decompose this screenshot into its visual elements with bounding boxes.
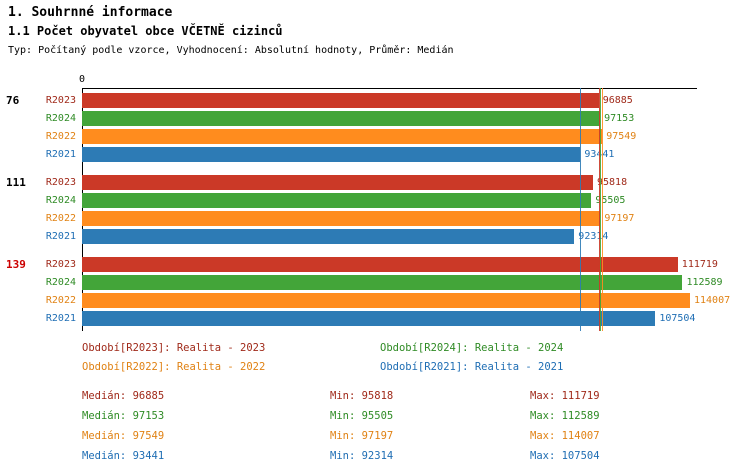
section-title: 1. Souhrnné informace — [8, 5, 173, 20]
bar-r2023 — [82, 175, 593, 190]
value-label: 112589 — [686, 277, 723, 288]
series-label: R2022 — [45, 213, 76, 224]
bar-row: R2024 112589 — [46, 275, 723, 290]
bar-r2023 — [82, 257, 678, 272]
stats-max: Max: 107504 — [530, 450, 600, 462]
bar-r2021 — [82, 229, 575, 244]
bar-r2023 — [82, 93, 599, 108]
bar-row: R2022 114007 — [46, 293, 730, 308]
stats-max: Max: 114007 — [530, 430, 600, 442]
chart-title: 1.1 Počet obyvatel obce VČETNĚ cizinců — [8, 24, 283, 38]
value-label: 111719 — [681, 259, 718, 270]
legend-item: Období[R2021]: Realita - 2021 — [380, 361, 564, 373]
stats-table: Medián: 96885 Min: 95818 Max: 111719 Medián… — [82, 390, 732, 470]
zero-axis-line — [82, 88, 83, 331]
value-label: 114007 — [694, 295, 731, 306]
series-label: R2022 — [45, 295, 76, 306]
bar-row: R2023 111719 — [46, 257, 718, 272]
axis-zero-label: 0 — [79, 74, 86, 85]
bar-r2022 — [82, 293, 690, 308]
bar-r2022 — [82, 129, 603, 144]
x-axis-line — [82, 88, 697, 89]
bar-row: R2024 97153 — [46, 111, 690, 126]
series-label: R2021 — [45, 149, 76, 160]
stats-min: Min: 97197 — [330, 430, 394, 442]
value-label: 97549 — [606, 131, 637, 142]
bar-row: R2021 92314 — [46, 229, 690, 244]
value-label: 95505 — [595, 195, 626, 206]
value-label: 95818 — [596, 177, 628, 188]
bar-chart-plot: 0 76 R2023 96885 R2024 97153 R2022 97549 R2021 9… — [6, 74, 730, 331]
series-label: R2023 — [45, 259, 76, 270]
stats-max: Max: 112589 — [530, 410, 600, 422]
legend-item: Období[R2023]: Realita - 2023 — [82, 342, 266, 354]
stats-row: Medián: 97153 Min: 95505 Max: 112589 — [82, 410, 732, 430]
bar-row: R2023 95818 — [46, 175, 690, 190]
bar-r2024 — [82, 111, 601, 126]
stats-median: Medián: 97153 — [82, 410, 165, 422]
series-label: R2024 — [45, 277, 76, 288]
bar-r2024 — [82, 193, 592, 208]
series-label: R2024 — [45, 195, 76, 206]
bar-r2021 — [82, 311, 656, 326]
bar-row: R2022 97549 — [46, 129, 690, 144]
median-line-r2023 — [598, 88, 600, 331]
bar-row: R2021 107504 — [46, 311, 695, 326]
series-label: R2023 — [45, 95, 76, 106]
stats-min: Min: 95505 — [330, 410, 394, 422]
bar-r2021 — [82, 147, 581, 162]
bar-r2024 — [82, 275, 683, 290]
group-label: 111 — [6, 176, 26, 189]
group-label: 139 — [6, 258, 26, 271]
stats-median: Medián: 96885 — [82, 390, 165, 402]
series-label: R2021 — [45, 313, 76, 324]
stats-median: Medián: 93441 — [82, 450, 165, 462]
stats-median: Medián: 97549 — [82, 430, 165, 442]
bar-row: R2022 97197 — [46, 211, 690, 226]
series-label: R2024 — [45, 113, 76, 124]
value-label: 92314 — [578, 231, 609, 242]
group-label: 76 — [6, 94, 20, 107]
value-label: 97197 — [604, 213, 635, 224]
bar-row: R2024 95505 — [46, 193, 690, 208]
legend: Období[R2023]: Realita - 2023 Období[R202… — [82, 342, 702, 373]
series-label: R2022 — [45, 131, 76, 142]
bar-row: R2023 96885 — [46, 93, 690, 108]
stats-min: Min: 92314 — [330, 450, 394, 462]
stats-min: Min: 95818 — [330, 390, 394, 402]
median-line-r2022 — [602, 88, 604, 331]
value-label: 97153 — [604, 113, 635, 124]
legend-item: Období[R2022]: Realita - 2022 — [82, 361, 266, 373]
median-line-r2024 — [600, 88, 602, 331]
legend-item: Období[R2024]: Realita - 2024 — [380, 342, 564, 354]
median-line-r2021 — [580, 88, 582, 331]
chart-meta: Typ: Počítaný podle vzorce, Vyhodnocení:… — [8, 45, 454, 56]
stats-row: Medián: 93441 Min: 92314 Max: 107504 — [82, 450, 732, 470]
stats-max: Max: 111719 — [530, 390, 600, 402]
value-label: 107504 — [659, 313, 696, 324]
bar-r2022 — [82, 211, 601, 226]
stats-row: Medián: 97549 Min: 97197 Max: 114007 — [82, 430, 732, 450]
stats-row: Medián: 96885 Min: 95818 Max: 111719 — [82, 390, 732, 410]
series-label: R2021 — [45, 231, 76, 242]
value-label: 96885 — [602, 95, 633, 106]
series-label: R2023 — [45, 177, 76, 188]
